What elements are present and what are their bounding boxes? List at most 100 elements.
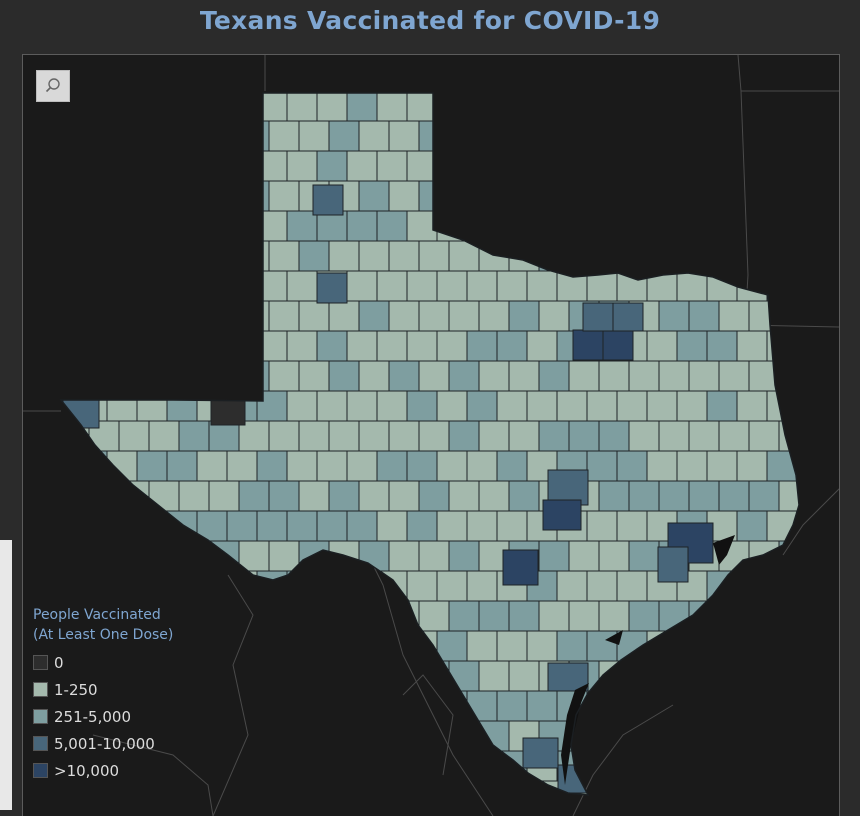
county[interactable] [196,750,228,782]
county[interactable] [268,300,300,332]
county[interactable] [658,720,690,752]
county[interactable] [736,450,768,482]
county[interactable] [166,390,198,422]
county[interactable] [268,480,300,512]
county[interactable] [406,570,438,602]
county[interactable] [568,540,600,572]
county[interactable] [316,390,348,422]
county[interactable] [208,780,240,811]
county[interactable] [538,180,570,212]
county[interactable] [286,570,318,602]
county[interactable] [238,420,270,452]
county[interactable] [658,180,690,212]
county[interactable] [298,540,330,572]
county[interactable] [547,469,589,506]
county[interactable] [556,91,588,122]
county[interactable] [586,630,618,662]
county[interactable] [766,210,798,242]
county[interactable] [406,510,438,542]
county[interactable] [166,330,198,362]
county[interactable] [568,600,600,632]
county[interactable] [196,91,228,122]
county[interactable] [418,780,450,811]
county[interactable] [376,390,408,422]
county[interactable] [76,510,108,542]
county[interactable] [538,540,570,572]
county[interactable] [568,120,600,152]
county[interactable] [676,390,708,422]
county[interactable] [496,150,528,182]
county[interactable] [148,360,180,392]
county[interactable] [59,180,90,212]
county[interactable] [796,210,827,242]
county[interactable] [586,510,618,542]
county[interactable] [256,210,288,242]
county[interactable] [778,180,809,212]
county[interactable] [286,330,318,362]
county[interactable] [658,480,690,512]
county[interactable] [797,811,827,816]
county[interactable] [76,150,108,182]
county[interactable] [598,240,630,272]
county[interactable] [478,600,510,632]
county[interactable] [268,720,300,752]
county[interactable] [616,510,648,542]
county[interactable] [316,272,348,304]
county[interactable] [208,720,240,752]
county[interactable] [748,480,780,512]
county[interactable] [778,780,809,811]
county[interactable] [478,780,510,811]
county[interactable] [346,750,378,782]
county[interactable] [508,300,540,332]
county[interactable] [166,91,198,122]
county[interactable] [286,750,318,782]
county[interactable] [616,390,648,422]
county[interactable] [748,720,780,752]
county[interactable] [796,450,827,482]
county[interactable] [598,180,630,212]
county[interactable] [358,480,390,512]
county[interactable] [766,270,798,302]
county[interactable] [502,549,539,586]
county[interactable] [328,480,360,512]
county[interactable] [466,570,498,602]
county[interactable] [568,360,600,392]
county[interactable] [646,630,678,662]
county[interactable] [448,420,480,452]
county[interactable] [178,360,210,392]
county[interactable] [809,781,839,811]
county[interactable] [466,510,498,542]
county[interactable] [448,540,480,572]
county[interactable] [256,330,288,362]
county[interactable] [298,120,330,152]
county[interactable] [226,330,258,362]
county[interactable] [226,270,258,302]
county[interactable] [478,120,510,152]
county[interactable] [148,540,180,572]
county[interactable] [718,600,750,632]
county[interactable] [616,150,648,182]
county[interactable] [809,181,839,211]
county[interactable] [388,360,420,392]
county[interactable] [796,91,827,122]
county[interactable] [268,180,300,212]
county[interactable] [598,600,630,632]
county[interactable] [616,450,648,482]
county[interactable] [688,120,720,152]
county[interactable] [346,91,378,122]
county[interactable] [538,120,570,152]
county[interactable] [418,240,450,272]
county[interactable] [616,210,648,242]
county[interactable] [538,420,570,452]
county[interactable] [196,210,228,242]
county[interactable] [106,510,138,542]
county[interactable] [448,780,480,811]
county[interactable] [496,690,528,722]
county[interactable] [136,91,168,122]
county[interactable] [736,390,768,422]
county[interactable] [676,91,708,122]
county[interactable] [406,690,438,722]
county[interactable] [809,721,839,751]
county[interactable] [76,270,108,302]
county[interactable] [526,150,558,182]
